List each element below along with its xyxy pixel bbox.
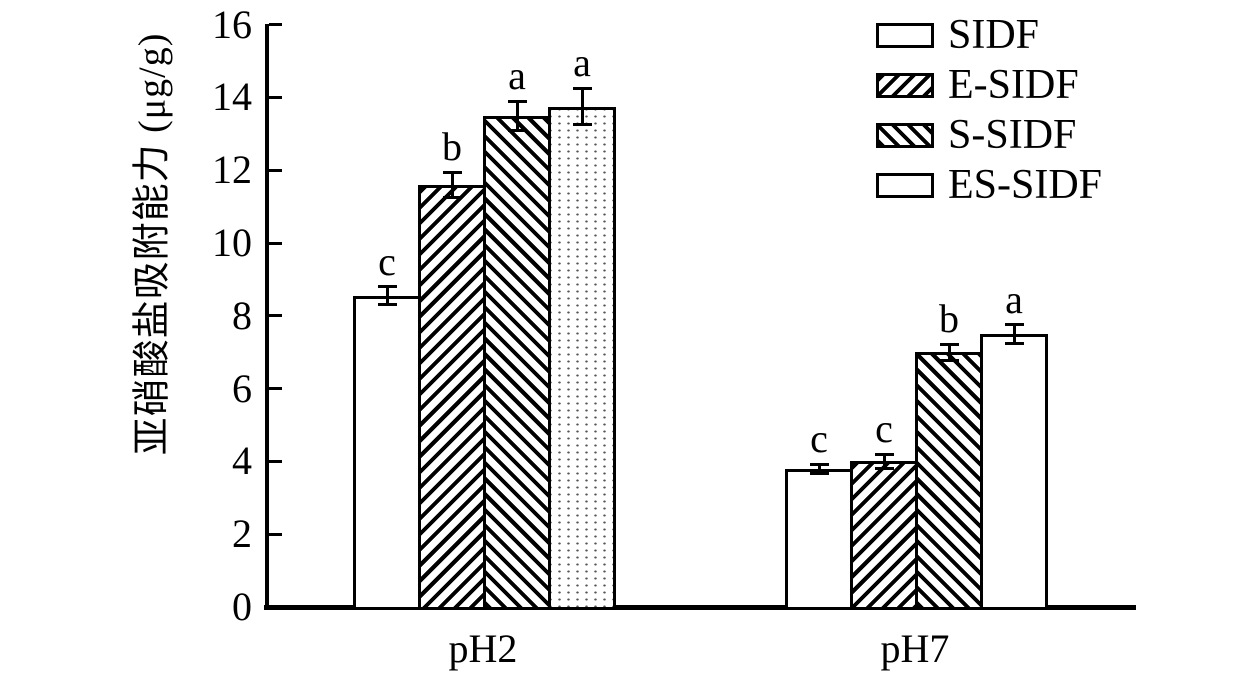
y-tick-label: 12 — [212, 147, 252, 193]
error-bar-cap — [442, 196, 462, 199]
y-tick-label: 14 — [212, 74, 252, 120]
legend-label: ES-SIDF — [948, 162, 1103, 208]
y-tick — [269, 95, 282, 99]
y-tick-label: 10 — [212, 220, 252, 265]
error-bar-line — [385, 286, 389, 305]
bar — [418, 184, 486, 610]
error-bar-cap — [377, 285, 397, 289]
y-tick — [269, 314, 282, 318]
y-tick — [269, 168, 282, 172]
y-tick — [269, 387, 282, 391]
error-bar-cap — [507, 99, 527, 103]
error-bar-cap — [809, 462, 829, 466]
y-axis-line — [265, 24, 269, 610]
error-bar-cap — [572, 123, 592, 127]
significance-letter: a — [508, 53, 526, 99]
y-tick-label: 16 — [212, 1, 252, 47]
y-tick — [269, 23, 282, 27]
bar — [548, 106, 616, 610]
significance-letter: b — [939, 296, 959, 342]
error-bar-line — [580, 88, 584, 125]
error-bar-line — [515, 101, 519, 131]
legend-swatch — [876, 172, 934, 198]
bar — [850, 461, 918, 610]
y-tick — [269, 532, 282, 536]
category-label: pH2 — [448, 626, 518, 671]
bar — [980, 334, 1048, 610]
error-bar-line — [817, 464, 821, 474]
error-bar-cap — [442, 170, 462, 174]
error-bar-line — [882, 454, 886, 469]
legend: SIDF E-SIDF S-SIDF ES-SIDF — [876, 10, 1102, 210]
legend-row: SIDF — [876, 10, 1102, 60]
bar — [785, 468, 853, 610]
legend-label: S-SIDF — [948, 112, 1077, 158]
error-bar-line — [450, 172, 454, 198]
legend-row: ES-SIDF — [876, 160, 1102, 210]
category-label: pH7 — [880, 626, 950, 671]
legend-row: S-SIDF — [876, 110, 1102, 160]
significance-letter: c — [875, 406, 893, 452]
y-tick-label: 8 — [232, 292, 252, 338]
error-bar-cap — [874, 452, 894, 456]
significance-letter: b — [442, 124, 462, 170]
legend-swatch — [876, 122, 934, 148]
bar — [483, 115, 551, 610]
error-bar-cap — [507, 128, 527, 132]
legend-row: E-SIDF — [876, 60, 1102, 110]
y-tick-label: 6 — [232, 365, 252, 411]
error-bar-cap — [939, 358, 959, 362]
significance-letter: c — [810, 416, 828, 462]
significance-letter: c — [378, 238, 396, 284]
bar — [915, 352, 983, 610]
y-tick — [269, 459, 282, 463]
error-bar-cap — [1004, 323, 1024, 327]
error-bar-cap — [874, 467, 894, 471]
legend-label: E-SIDF — [948, 62, 1079, 108]
error-bar-line — [1012, 324, 1016, 344]
y-tick-label: 0 — [232, 584, 252, 629]
legend-swatch — [876, 22, 934, 48]
error-bar-cap — [809, 471, 829, 475]
bar — [353, 295, 421, 610]
y-axis-title: 亚硝酸盐吸附能力 (μg/g) — [131, 32, 174, 456]
significance-letter: a — [1005, 276, 1023, 322]
y-tick — [269, 241, 282, 245]
legend-swatch — [876, 72, 934, 98]
error-bar-cap — [572, 86, 592, 90]
error-bar-cap — [939, 342, 959, 346]
x-axis-line — [264, 605, 1136, 610]
y-tick-label: 4 — [232, 438, 252, 484]
significance-letter: a — [573, 40, 591, 86]
legend-label: SIDF — [948, 12, 1040, 58]
error-bar-line — [947, 344, 951, 361]
error-bar-cap — [377, 303, 397, 307]
error-bar-cap — [1004, 341, 1024, 345]
y-tick-label: 2 — [232, 511, 252, 557]
